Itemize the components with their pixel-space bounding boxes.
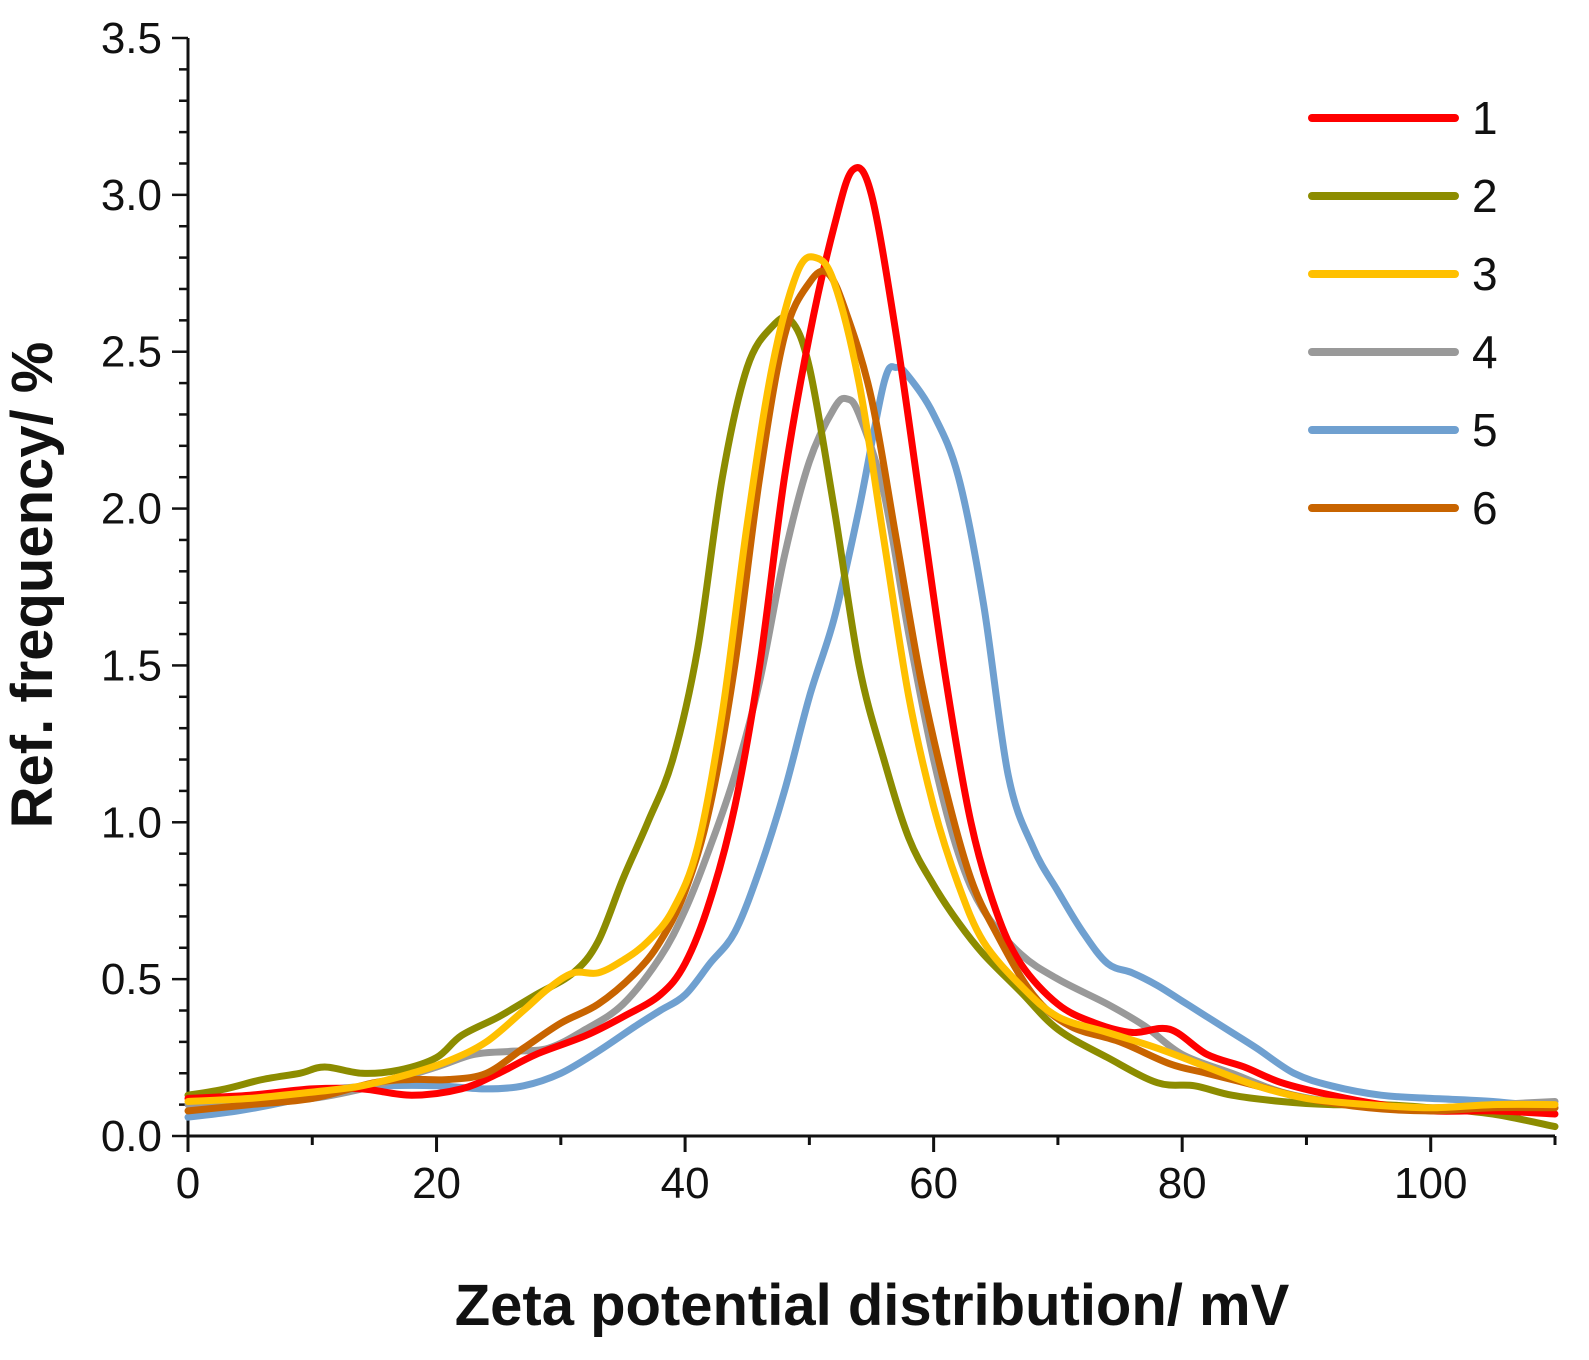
x-tick-label: 20 [412,1159,461,1208]
y-tick-label: 3.5 [101,14,162,63]
legend-label-6: 6 [1472,482,1498,534]
series-line-3 [184,253,1559,1112]
y-tick-label: 0.5 [101,955,162,1004]
y-tick-label: 2.5 [101,328,162,377]
x-tick-label: 80 [1158,1159,1207,1208]
x-axis: 0 20 40 60 80 100 [176,1136,1557,1208]
series-layer [184,164,1559,1131]
series-line-5 [184,363,1559,1121]
y-tick-label: 1.5 [101,641,162,690]
y-tick-label: 3.0 [101,171,162,220]
x-tick-label: 40 [661,1159,710,1208]
y-tick-label: 0.0 [101,1112,162,1161]
y-tick-label: 2.0 [101,485,162,534]
legend: 1 2 3 4 5 6 [1308,92,1498,534]
series-line-1 [184,164,1559,1118]
legend-label-2: 2 [1472,170,1498,222]
legend-label-4: 4 [1472,326,1498,378]
x-axis-title: Zeta potential distribution/ mV [455,1273,1290,1338]
x-tick-label: 60 [909,1159,958,1208]
y-axis-title: Ref. frequency/ % [0,342,65,829]
x-tick-label: 0 [176,1159,200,1208]
legend-label-1: 1 [1472,92,1498,144]
legend-label-3: 3 [1472,248,1498,300]
y-axis: 0.0 0.5 1.0 1.5 2.0 2.5 3.0 3.5 [101,14,188,1161]
x-tick-label: 100 [1394,1159,1467,1208]
legend-label-5: 5 [1472,404,1498,456]
series-line-6 [184,267,1559,1115]
y-tick-label: 1.0 [101,798,162,847]
plot-frame [186,38,1555,1138]
